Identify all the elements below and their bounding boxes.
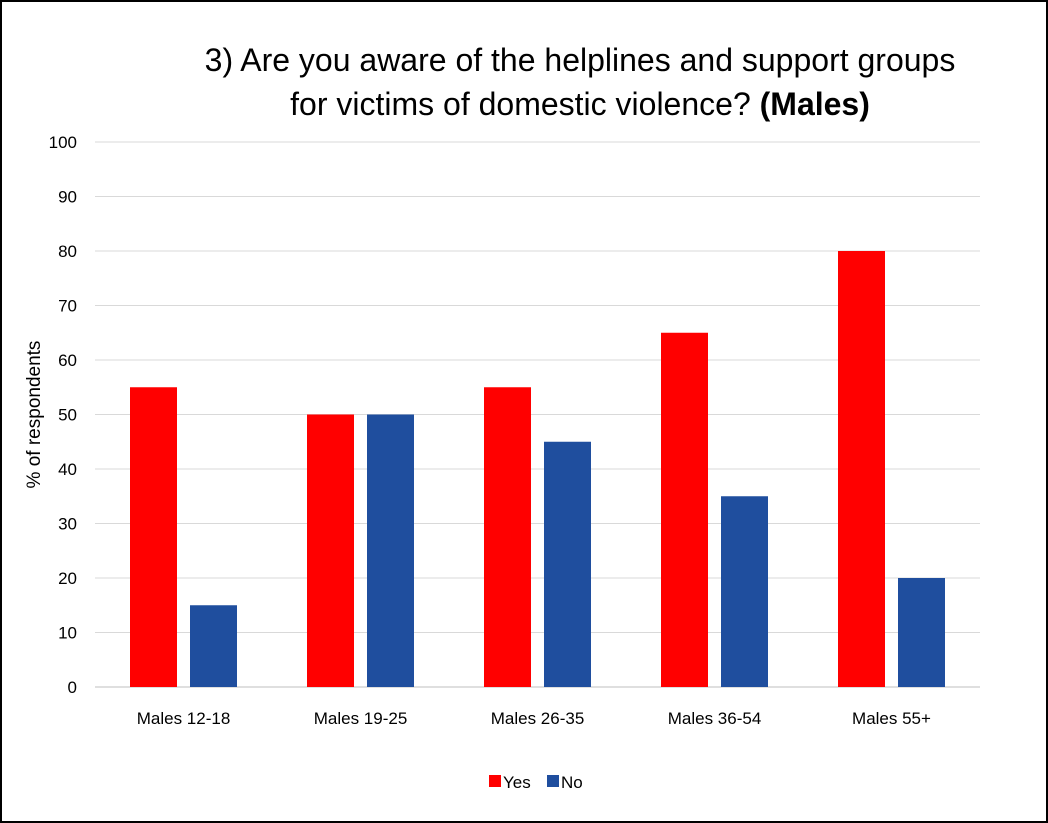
y-tick-label: 0 xyxy=(68,678,77,697)
legend-swatch-yes xyxy=(489,775,501,787)
legend-label-no: No xyxy=(561,773,583,792)
y-tick-label: 20 xyxy=(58,569,77,588)
chart-title: 3) Are you aware of the helplines and su… xyxy=(150,38,1010,126)
y-tick-label: 100 xyxy=(49,133,77,152)
chart-title-line-2-text: for victims of domestic violence? xyxy=(290,86,751,122)
x-tick-label: Males 12-18 xyxy=(137,709,231,728)
bar-no xyxy=(190,605,237,687)
legend-label-yes: Yes xyxy=(503,773,531,792)
x-tick-label: Males 55+ xyxy=(852,709,931,728)
y-tick-label: 30 xyxy=(58,515,77,534)
chart-title-bold: (Males) xyxy=(759,86,870,122)
x-tick-label: Males 36-54 xyxy=(668,709,762,728)
bar-yes xyxy=(130,387,177,687)
y-tick-label: 60 xyxy=(58,351,77,370)
y-tick-label: 10 xyxy=(58,624,77,643)
bar-yes xyxy=(661,332,708,687)
bar-yes xyxy=(484,387,531,687)
bar-yes xyxy=(307,414,354,687)
y-tick-label: 40 xyxy=(58,460,77,479)
bar-no xyxy=(367,414,414,687)
y-axis-label: % of respondents xyxy=(24,341,45,489)
bar-no xyxy=(544,441,591,687)
y-tick-label: 90 xyxy=(58,188,77,207)
legend-swatch-no xyxy=(547,775,559,787)
y-tick-label: 80 xyxy=(58,242,77,261)
bar-no xyxy=(898,578,945,687)
bar-yes xyxy=(838,251,885,687)
chart-title-line-1: 3) Are you aware of the helplines and su… xyxy=(204,42,956,78)
bar-no xyxy=(721,496,768,687)
y-tick-label: 50 xyxy=(58,406,77,425)
x-tick-label: Males 26-35 xyxy=(491,709,585,728)
chart-title-line-2: for victims of domestic violence? (Males… xyxy=(150,82,1010,126)
y-tick-label: 70 xyxy=(58,297,77,316)
x-tick-label: Males 19-25 xyxy=(314,709,408,728)
